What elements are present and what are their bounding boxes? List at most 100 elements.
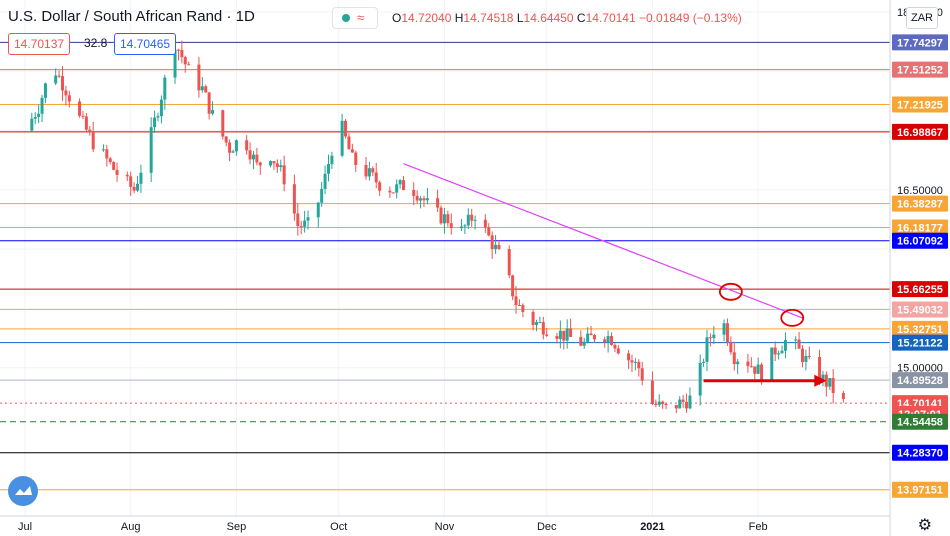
candle-body	[415, 195, 419, 201]
level-label: 15.32751	[897, 324, 943, 336]
candle-body	[364, 164, 368, 177]
level-label: 17.21925	[897, 99, 943, 111]
level-label-bg	[892, 61, 948, 78]
candle-body	[33, 116, 37, 119]
tradingview-logo-icon[interactable]	[8, 476, 38, 506]
horizontal-levels[interactable]: 17.74297 17.51252 17.21925 16.98867 16.38287…	[0, 34, 948, 498]
candle-body	[378, 182, 382, 191]
candle-body	[183, 57, 187, 65]
bid-pill[interactable]: 14.70137	[8, 33, 71, 55]
gear-icon[interactable]: ⚙	[917, 517, 932, 534]
currency-badge[interactable]: ZAR	[906, 7, 938, 29]
arrow-head-icon[interactable]	[814, 374, 827, 387]
x-tick-label: Aug	[121, 521, 141, 533]
candle-body	[84, 116, 88, 130]
candle-body	[101, 149, 105, 151]
candle-body	[818, 356, 822, 383]
candle-body	[630, 360, 634, 363]
spread-value: 32.8	[84, 36, 108, 50]
candle-body	[269, 161, 273, 166]
candle-body	[347, 136, 351, 150]
candle-body	[804, 356, 808, 363]
level-label: 16.98867	[897, 127, 943, 139]
candle-body	[255, 154, 259, 163]
candle-body	[681, 399, 685, 402]
candle-body	[753, 366, 757, 374]
candle-body	[54, 75, 58, 84]
x-tick-label: Oct	[330, 521, 347, 533]
candle-body	[112, 162, 116, 170]
candle-body	[828, 378, 832, 387]
grid-lines	[0, 0, 890, 516]
candle-body	[592, 335, 596, 340]
symbol-title[interactable]: U.S. Dollar / South African Rand · 1D	[8, 8, 255, 25]
level-label-bg	[892, 34, 948, 51]
level-label-bg	[892, 444, 948, 461]
candle-body	[841, 393, 845, 399]
trendline[interactable]	[403, 163, 803, 319]
candle-body	[531, 311, 535, 325]
candle-body	[702, 361, 706, 363]
candle-body	[371, 168, 375, 173]
candle-body	[231, 151, 235, 153]
level-label: 15.21122	[897, 338, 942, 350]
candle-body	[490, 235, 494, 250]
candle-body	[187, 64, 191, 66]
candle-body	[211, 110, 215, 114]
x-tick-label: Feb	[749, 521, 768, 533]
candle-body	[306, 217, 310, 221]
candle-body	[535, 322, 538, 325]
candle-body	[37, 113, 41, 117]
candle-body	[78, 101, 82, 116]
candle-body	[459, 226, 463, 229]
candle-body	[640, 368, 644, 381]
level-label-bg	[892, 195, 948, 212]
candle-body	[821, 374, 825, 383]
candle-body	[200, 86, 204, 91]
candle-body	[326, 164, 330, 174]
candle-body	[425, 198, 429, 201]
candle-body	[105, 149, 109, 159]
y-tick-label: 15.00000	[897, 363, 943, 375]
candle-body	[258, 162, 262, 166]
candle-body	[770, 347, 774, 382]
candle-body	[783, 339, 787, 351]
x-tick-label: Dec	[537, 521, 557, 533]
candle-body	[91, 131, 95, 150]
close-value: 14.70141	[585, 11, 636, 25]
candle-body	[756, 364, 760, 374]
candle-body	[603, 339, 607, 343]
high-label: H	[454, 11, 464, 25]
candle-body	[64, 90, 68, 96]
candle-body	[303, 220, 307, 227]
candle-body	[661, 401, 665, 404]
candle-body	[422, 198, 426, 201]
time-axis[interactable]: Jul Aug Sep Oct Nov Dec 2021 Feb	[0, 515, 890, 533]
drawings[interactable]	[403, 163, 827, 387]
candle-body	[538, 322, 542, 324]
wave-icon: ≈	[357, 10, 365, 25]
ask-pill[interactable]: 14.70465	[114, 33, 177, 55]
candle-body	[129, 176, 133, 187]
candle-body	[725, 323, 729, 342]
close-label: C	[576, 11, 586, 25]
candle-body	[470, 214, 474, 221]
highlight-ellipse[interactable]	[780, 309, 805, 327]
candle-body	[228, 142, 232, 153]
candle-body	[487, 227, 491, 236]
candle-body	[153, 117, 157, 128]
candle-body	[136, 183, 140, 191]
candle-body	[176, 49, 180, 51]
x-tick-label: Sep	[227, 521, 247, 533]
indicator-toggle[interactable]: ≈	[332, 7, 378, 29]
level-label: 16.18177	[897, 223, 943, 235]
highlight-ellipse[interactable]	[718, 282, 743, 301]
candle-body	[248, 150, 252, 160]
candle-body	[446, 214, 450, 224]
candle-body	[367, 168, 371, 177]
candle-body	[292, 184, 296, 214]
candle-body	[678, 399, 682, 409]
level-label-bg	[892, 96, 948, 113]
candle-body	[344, 120, 348, 137]
